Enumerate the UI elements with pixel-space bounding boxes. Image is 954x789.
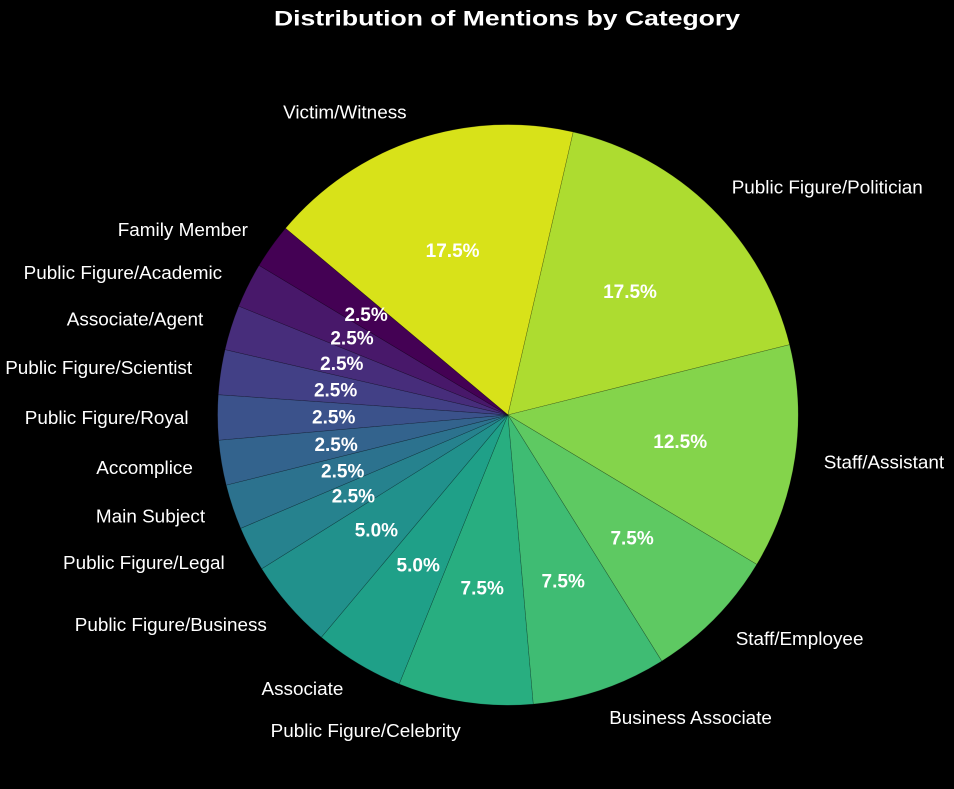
svg-text:7.5%: 7.5% xyxy=(461,579,504,600)
svg-text:Main Subject: Main Subject xyxy=(96,507,206,528)
svg-text:Associate/Agent: Associate/Agent xyxy=(67,309,204,330)
svg-text:Public Figure/Celebrity: Public Figure/Celebrity xyxy=(271,721,462,742)
svg-text:2.5%: 2.5% xyxy=(344,305,387,326)
svg-text:2.5%: 2.5% xyxy=(314,381,357,402)
svg-text:Public Figure/Academic: Public Figure/Academic xyxy=(24,263,222,284)
svg-text:Public Figure/Scientist: Public Figure/Scientist xyxy=(5,358,193,379)
svg-text:7.5%: 7.5% xyxy=(610,528,653,549)
svg-text:Public Figure/Business: Public Figure/Business xyxy=(75,615,267,636)
svg-text:2.5%: 2.5% xyxy=(312,408,355,429)
svg-text:2.5%: 2.5% xyxy=(320,354,363,375)
svg-text:2.5%: 2.5% xyxy=(330,329,373,350)
svg-text:Victim/Witness: Victim/Witness xyxy=(283,103,407,124)
svg-text:17.5%: 17.5% xyxy=(426,241,480,262)
svg-text:5.0%: 5.0% xyxy=(397,556,440,577)
svg-text:5.0%: 5.0% xyxy=(355,521,398,542)
svg-text:2.5%: 2.5% xyxy=(332,487,375,508)
svg-text:12.5%: 12.5% xyxy=(653,432,707,453)
svg-text:Accomplice: Accomplice xyxy=(96,458,193,479)
svg-text:Business Associate: Business Associate xyxy=(609,708,772,729)
svg-text:2.5%: 2.5% xyxy=(314,435,357,456)
svg-text:7.5%: 7.5% xyxy=(542,571,585,592)
svg-text:Staff/Assistant: Staff/Assistant xyxy=(824,453,945,474)
svg-text:Public Figure/Legal: Public Figure/Legal xyxy=(63,553,225,574)
svg-text:Distribution of Mentions by Ca: Distribution of Mentions by Category xyxy=(274,7,740,31)
svg-text:2.5%: 2.5% xyxy=(321,462,364,483)
svg-text:Public Figure/Politician: Public Figure/Politician xyxy=(732,178,923,199)
svg-text:Associate: Associate xyxy=(261,679,343,700)
svg-text:17.5%: 17.5% xyxy=(603,282,657,303)
svg-text:Public Figure/Royal: Public Figure/Royal xyxy=(25,408,189,429)
svg-text:Family Member: Family Member xyxy=(118,220,248,241)
svg-text:Staff/Employee: Staff/Employee xyxy=(736,629,864,650)
